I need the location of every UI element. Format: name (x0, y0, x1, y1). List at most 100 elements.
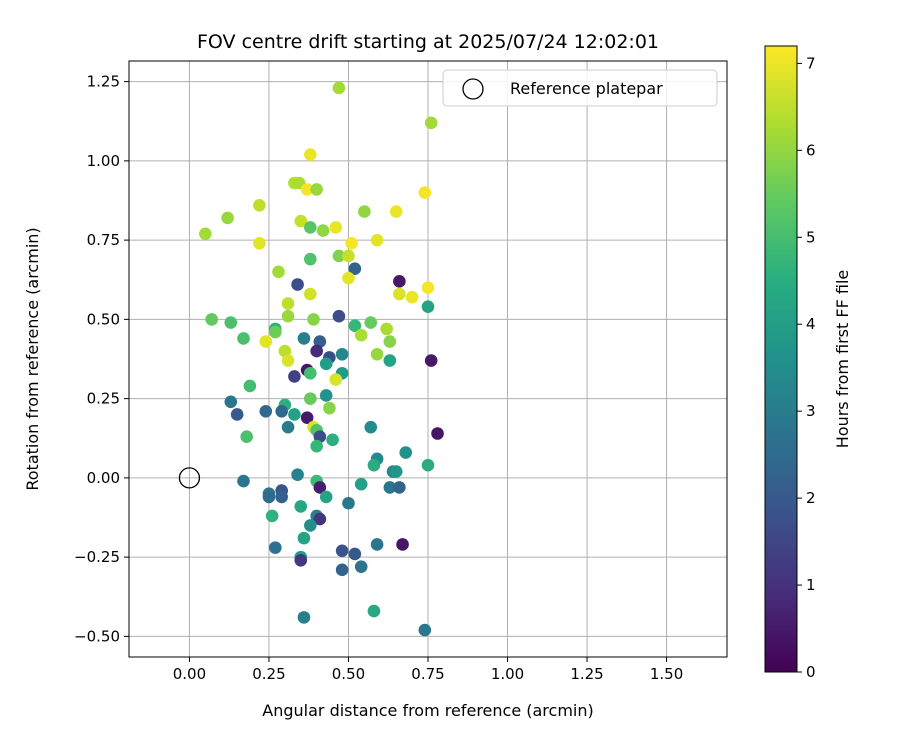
data-point (345, 236, 358, 250)
data-point (326, 433, 339, 447)
data-point (291, 278, 304, 291)
data-point (275, 405, 288, 418)
data-point (393, 287, 406, 301)
data-point (224, 316, 238, 329)
data-point (310, 344, 323, 358)
data-point (319, 389, 333, 402)
data-point (304, 392, 317, 405)
data-point (310, 183, 323, 196)
data-point (300, 183, 314, 196)
legend-entry: Reference platepar (510, 79, 663, 98)
data-point (294, 554, 308, 567)
data-point (313, 481, 327, 494)
data-point (424, 354, 438, 367)
colorbar-tick-label: 3 (806, 402, 816, 420)
data-point (294, 500, 308, 513)
data-point (281, 354, 295, 367)
data-point (313, 512, 327, 526)
y-tick-label: 0.25 (87, 390, 120, 408)
y-tick-label: 0.75 (87, 231, 120, 249)
colorbar-tick-label: 7 (806, 54, 816, 72)
data-point (335, 544, 349, 558)
data-point (399, 446, 413, 459)
data-point (358, 205, 371, 218)
colorbar: 0 1 2 3 4 5 6 7 Hours from first FF file (764, 45, 852, 681)
x-tick-label: 0.00 (173, 665, 206, 683)
data-point (310, 439, 323, 453)
data-point (304, 252, 317, 266)
data-point (335, 347, 349, 361)
chart-title: FOV centre drift starting at 2025/07/24 … (197, 31, 659, 53)
colorbar-ticks: 0 1 2 3 4 5 6 7 (797, 54, 816, 681)
data-point (304, 366, 317, 380)
data-point (265, 509, 279, 523)
colorbar-tick-label: 6 (806, 141, 816, 159)
data-point (332, 309, 346, 323)
data-point (383, 335, 397, 348)
data-point (259, 335, 273, 348)
data-point (418, 186, 432, 199)
grid-lines (129, 61, 727, 657)
data-point (297, 531, 311, 545)
colorbar-tick-label: 1 (806, 576, 816, 594)
data-point (424, 116, 438, 130)
data-point (288, 370, 301, 383)
data-point (304, 519, 317, 532)
data-point (364, 316, 378, 329)
x-tick-label: 0.75 (411, 665, 444, 683)
data-point (367, 604, 381, 618)
data-point (421, 300, 435, 313)
data-point (269, 541, 282, 554)
data-point (342, 249, 355, 263)
data-point (259, 405, 273, 418)
data-point (348, 319, 362, 333)
colorbar-gradient (764, 45, 798, 673)
legend-box (442, 69, 718, 107)
data-point (313, 430, 327, 443)
data-point (237, 332, 250, 345)
data-point (281, 420, 295, 434)
data-point (342, 496, 355, 510)
y-axis-label: Rotation from reference (arcmin) (23, 227, 42, 490)
y-tick-label: −0.25 (74, 548, 120, 566)
data-point (396, 538, 409, 551)
data-point (383, 481, 397, 494)
data-point (294, 214, 308, 228)
data-point (380, 322, 393, 336)
colorbar-label: Hours from first FF file (833, 270, 852, 449)
y-tick-label: 0.00 (87, 469, 120, 487)
data-point (332, 249, 346, 263)
data-point (370, 347, 384, 361)
data-point (431, 427, 444, 440)
data-point (323, 401, 336, 415)
data-point (364, 420, 378, 434)
data-point (221, 211, 234, 225)
data-point (383, 354, 397, 367)
data-point (272, 265, 285, 279)
data-point (300, 411, 314, 424)
reference-marker (178, 467, 201, 489)
y-tick-label: −0.50 (74, 627, 120, 645)
data-point (291, 468, 304, 482)
data-point (269, 325, 282, 339)
x-tick-label: 0.25 (252, 665, 285, 683)
x-tick-label: 1.00 (491, 665, 524, 683)
data-point (335, 563, 349, 577)
colorbar-tick-label: 5 (806, 228, 816, 246)
data-point (367, 458, 381, 472)
data-point (253, 236, 266, 250)
y-tick-label: 1.00 (87, 152, 120, 170)
data-point (319, 490, 333, 504)
data-point (240, 430, 253, 443)
x-tick-label: 0.50 (332, 665, 365, 683)
colorbar-tick-label: 4 (806, 315, 816, 333)
x-axis-label: Angular distance from reference (arcmin) (262, 701, 593, 720)
y-tick-label: 1.25 (87, 73, 120, 91)
data-point (262, 490, 276, 504)
data-point (316, 224, 330, 237)
data-point (348, 547, 362, 561)
data-point (313, 335, 327, 348)
data-point (199, 227, 212, 241)
data-point (354, 560, 368, 573)
